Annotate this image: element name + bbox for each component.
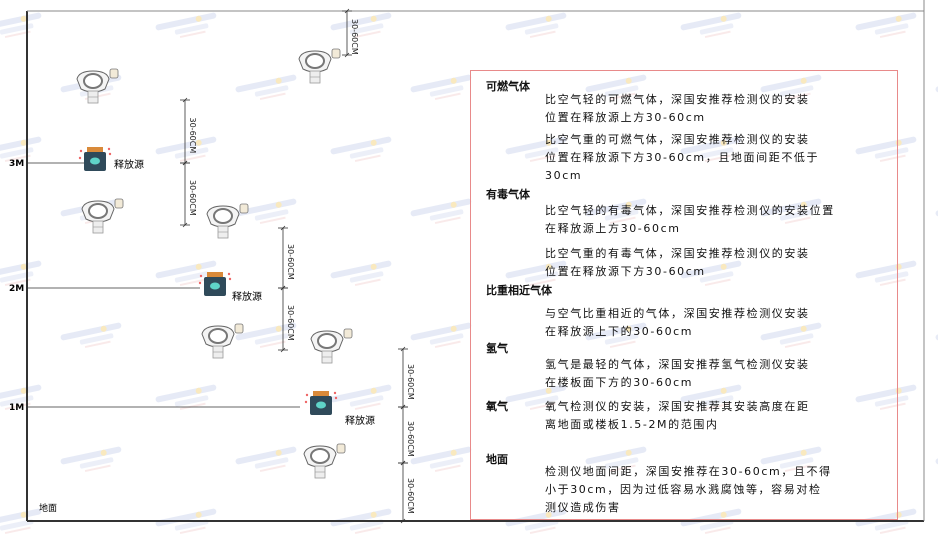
section-title: 地面 — [486, 453, 508, 466]
gas-detector-icon — [76, 68, 119, 104]
section-title: 有毒气体 — [486, 188, 530, 201]
release-source-icon — [78, 147, 112, 171]
section-text: 与空气比重相近的气体，深国安推荐检测仪安装 在释放源上下的30-60cm — [545, 307, 810, 338]
section-text: 检测仪地面间距，深国安推荐在30-60cm，且不得 小于30cm，因为过低容易水… — [545, 465, 832, 514]
dimension-label: 30-60CM — [286, 244, 295, 280]
dimension-line: 30-60CM — [398, 460, 415, 524]
section-text: 氧气检测仪的安装，深国安推荐其安装高度在距 离地面或楼板1.5-2M的范围内 — [545, 400, 810, 431]
source-label: 释放源 — [345, 414, 375, 427]
release-source-icon — [304, 391, 338, 415]
gas-detector-icon — [298, 48, 341, 84]
level-label-3m: 3M — [9, 159, 24, 169]
dimension-label: 30-60CM — [406, 478, 415, 514]
release-source-icon — [198, 272, 232, 296]
gas-detector-icon — [81, 198, 124, 234]
dimension-line: 30-60CM — [180, 97, 197, 166]
dimension-label: 30-60CM — [406, 364, 415, 400]
section-text: 氢气是最轻的气体，深国安推荐氢气检测仪安装 在楼板面下方的30-60cm — [545, 358, 810, 389]
dimension-label: 30-60CM — [350, 19, 359, 55]
section-text: 比空气轻的可燃气体，深国安推荐检测仪的安装 位置在释放源上方30-60cm — [545, 93, 810, 124]
gas-detector-icon — [303, 443, 346, 479]
section-text: 比空气重的有毒气体，深国安推荐检测仪的安装 位置在释放源下方30-60cm — [545, 247, 810, 278]
section-title: 氢气 — [486, 342, 508, 355]
dimension-label: 30-60CM — [406, 421, 415, 457]
dimension-line: 30-60CM — [342, 8, 359, 58]
dimension-label: 30-60CM — [188, 118, 197, 154]
dimension-line: 30-60CM — [180, 160, 197, 228]
dimension-line: 30-60CM — [398, 404, 415, 466]
dimension-line: 30-60CM — [398, 346, 415, 410]
source-label: 释放源 — [232, 290, 262, 303]
level-label-1m: 1M — [9, 403, 24, 413]
dimension-label: 30-60CM — [286, 305, 295, 341]
section-title: 氧气 — [486, 400, 508, 413]
level-label-2m: 2M — [9, 284, 24, 294]
section-title: 可燃气体 — [486, 80, 530, 93]
dimension-line: 30-60CM — [278, 285, 295, 353]
guideline-panel: 可燃气体 比空气轻的可燃气体，深国安推荐检测仪的安装 位置在释放源上方30-60… — [470, 70, 898, 520]
ground-label: 地面 — [39, 502, 57, 514]
gas-detector-icon — [201, 323, 244, 359]
gas-detector-icon — [206, 203, 249, 239]
section-text: 比空气轻的有毒气体，深国安推荐检测仪的安装位置 在释放源上方30-60cm — [545, 204, 835, 235]
dimension-label: 30-60CM — [188, 180, 197, 216]
gas-detector-icon — [310, 328, 353, 364]
section-title: 比重相近气体 — [486, 284, 552, 297]
section-text: 比空气重的可燃气体，深国安推荐检测仪的安装 位置在释放源下方30-60cm，且地… — [545, 133, 820, 182]
source-label: 释放源 — [114, 158, 144, 171]
dimension-line: 30-60CM — [278, 225, 295, 291]
